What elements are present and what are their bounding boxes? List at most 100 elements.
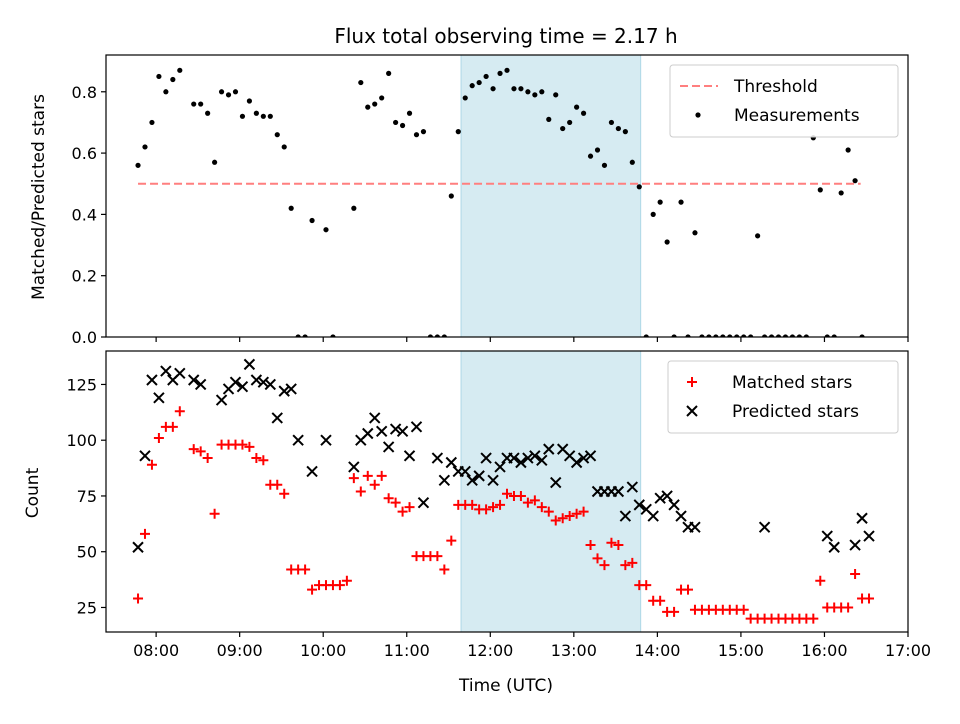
data-point — [351, 205, 357, 211]
data-point — [483, 73, 489, 80]
data-point — [309, 217, 315, 224]
data-point — [831, 334, 837, 337]
data-point — [462, 95, 468, 101]
data-point — [365, 104, 371, 110]
data-point — [306, 465, 318, 478]
data-point — [741, 334, 747, 337]
data-point — [782, 334, 789, 337]
data-point — [209, 508, 220, 519]
data-point — [427, 334, 434, 337]
data-point — [852, 178, 858, 184]
data-point — [488, 502, 499, 513]
data-point — [856, 512, 868, 524]
data-point — [307, 584, 318, 595]
x-tick-label: 14:00 — [634, 641, 680, 660]
data-point — [580, 110, 587, 116]
data-point — [532, 92, 538, 98]
data-point — [334, 580, 345, 591]
data-point — [550, 476, 562, 489]
ratio-panel: 0.0 0.2 0.4 0.6 0.8 Threshold Measurements — [72, 54, 909, 347]
data-point — [577, 452, 590, 464]
data-point — [636, 184, 642, 190]
data-point — [198, 101, 204, 107]
data-point — [133, 593, 144, 604]
data-point — [738, 604, 749, 615]
data-point — [720, 334, 726, 337]
data-point — [358, 79, 364, 86]
data-point — [817, 187, 823, 193]
data-point — [467, 499, 478, 510]
data-point — [212, 159, 218, 165]
data-point — [828, 541, 840, 553]
data-point — [584, 450, 597, 462]
data-point — [375, 425, 388, 437]
data-point — [446, 535, 457, 546]
data-point — [601, 162, 608, 168]
data-point — [406, 110, 413, 116]
data-point — [668, 499, 680, 511]
plot-frame — [105, 54, 909, 338]
y-tick-label: 0.4 — [72, 205, 97, 224]
data-point — [188, 444, 199, 455]
data-point — [845, 147, 851, 153]
data-point — [246, 98, 253, 104]
data-point — [445, 456, 458, 469]
data-point — [685, 334, 691, 337]
data-point — [755, 233, 761, 239]
data-point — [654, 492, 666, 504]
data-point — [362, 470, 373, 481]
data-point — [650, 211, 656, 217]
data-point — [348, 473, 359, 484]
data-point — [146, 459, 157, 470]
data-point — [153, 392, 165, 404]
y-tick-label: 125 — [66, 375, 97, 394]
data-point — [372, 101, 378, 107]
data-point — [188, 374, 200, 386]
data-point — [536, 454, 548, 466]
data-point — [748, 334, 754, 337]
legend-label: Matched stars — [732, 373, 852, 393]
data-point — [362, 427, 374, 440]
data-point — [671, 334, 677, 337]
series-0 — [133, 406, 875, 624]
data-point — [156, 73, 162, 80]
data-point — [281, 144, 287, 150]
y-tick-label: 0.0 — [72, 328, 97, 347]
x-tick-label: 09:00 — [217, 641, 263, 660]
data-point — [522, 497, 533, 508]
data-point — [139, 450, 151, 462]
data-point — [490, 86, 496, 92]
data-point — [494, 461, 506, 473]
data-point — [560, 125, 566, 132]
data-point — [397, 506, 408, 517]
y-axis-label-bottom: Count — [23, 467, 43, 518]
legend-handle — [695, 112, 701, 118]
data-point — [455, 129, 461, 135]
data-point — [438, 474, 451, 487]
data-point — [622, 129, 628, 135]
y-tick-label: 100 — [66, 431, 97, 450]
figure-title: Flux total observing time = 2.17 h — [334, 24, 677, 48]
data-point — [536, 502, 547, 513]
data-point — [808, 613, 819, 624]
data-point — [713, 334, 719, 337]
data-point — [578, 506, 589, 517]
legend-box — [667, 360, 899, 434]
data-point — [859, 334, 865, 337]
data-point — [626, 481, 639, 493]
legend-handle — [687, 377, 697, 387]
data-point — [320, 434, 332, 446]
data-point — [389, 423, 402, 435]
data-point — [295, 334, 301, 337]
data-point — [504, 67, 510, 73]
data-point — [543, 443, 555, 455]
data-point — [417, 496, 430, 509]
data-point — [480, 452, 492, 464]
data-point — [149, 119, 155, 126]
data-point — [657, 199, 663, 205]
data-point — [218, 89, 225, 95]
data-point — [355, 486, 366, 497]
data-point — [432, 551, 443, 562]
data-point — [699, 334, 705, 337]
data-point — [215, 394, 228, 406]
